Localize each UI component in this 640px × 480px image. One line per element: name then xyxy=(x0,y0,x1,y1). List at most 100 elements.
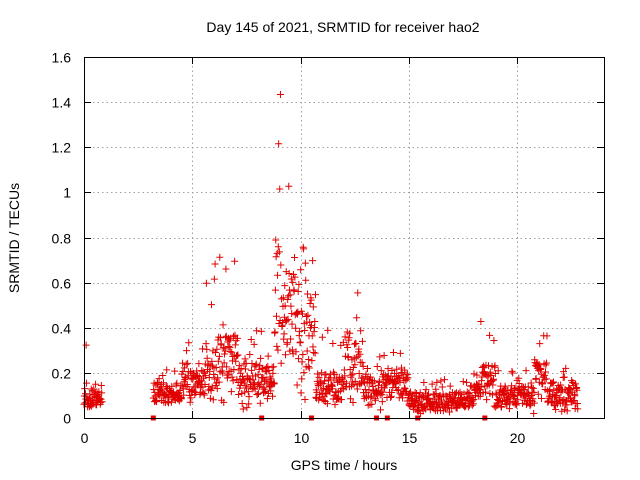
data-point xyxy=(220,359,228,367)
data-point xyxy=(323,400,331,408)
data-point xyxy=(192,373,200,381)
data-point xyxy=(422,386,430,394)
data-point xyxy=(82,341,90,349)
data-point xyxy=(219,369,227,377)
data-point xyxy=(562,364,570,372)
data-point xyxy=(298,358,306,366)
data-point xyxy=(536,340,544,348)
data-point xyxy=(395,386,403,394)
data-point xyxy=(243,384,251,392)
data-point xyxy=(97,382,105,390)
data-point xyxy=(483,380,491,388)
data-point xyxy=(435,392,443,400)
data-point xyxy=(551,393,559,401)
data-point xyxy=(283,339,291,347)
data-point xyxy=(548,380,556,388)
data-point xyxy=(283,316,291,324)
data-point xyxy=(384,365,392,373)
data-point xyxy=(542,368,550,376)
data-point xyxy=(403,375,411,383)
data-point xyxy=(401,366,409,374)
data-point xyxy=(346,329,354,337)
data-point xyxy=(508,367,516,375)
data-point xyxy=(205,373,213,381)
data-point xyxy=(186,398,194,406)
data-point xyxy=(378,398,386,406)
data-point xyxy=(543,332,551,340)
data-point xyxy=(340,366,348,374)
data-point xyxy=(159,379,167,387)
data-point xyxy=(267,387,275,395)
data-point xyxy=(238,390,246,398)
data-point xyxy=(486,331,494,339)
data-point xyxy=(432,399,440,407)
data-point xyxy=(433,378,441,386)
chart-title: Day 145 of 2021, SRMTID for receiver hao… xyxy=(206,19,479,35)
data-point xyxy=(300,245,308,253)
data-point xyxy=(431,399,439,407)
data-point xyxy=(310,349,318,357)
data-point xyxy=(349,399,357,407)
data-point xyxy=(552,391,560,399)
data-point xyxy=(306,300,314,308)
data-point xyxy=(351,361,359,369)
data-point xyxy=(239,405,247,413)
data-point xyxy=(272,312,280,320)
data-point xyxy=(213,385,221,393)
data-point xyxy=(264,352,272,360)
data-point xyxy=(225,343,233,351)
data-point xyxy=(539,380,547,388)
data-point xyxy=(344,353,352,361)
data-point xyxy=(534,390,542,398)
data-point xyxy=(299,350,307,358)
data-point xyxy=(185,339,193,347)
data-point xyxy=(527,400,535,408)
data-point xyxy=(371,396,379,404)
data-point xyxy=(259,389,267,397)
y-tick-label: 1.6 xyxy=(52,50,72,66)
data-point xyxy=(309,257,317,265)
data-point xyxy=(422,405,430,413)
data-point xyxy=(314,370,322,378)
data-point xyxy=(311,318,319,326)
data-point xyxy=(187,394,195,402)
data-point xyxy=(287,275,295,283)
data-point xyxy=(477,317,485,325)
data-point xyxy=(446,408,454,416)
data-point xyxy=(522,367,530,375)
data-point xyxy=(428,380,436,388)
data-point xyxy=(477,383,485,391)
data-point xyxy=(246,351,254,359)
data-point xyxy=(285,269,293,277)
data-point xyxy=(278,295,286,303)
data-point xyxy=(354,289,362,297)
data-point xyxy=(204,360,212,368)
data-point xyxy=(291,273,299,281)
data-point xyxy=(546,386,554,394)
data-point xyxy=(353,385,361,393)
data-point xyxy=(180,364,188,372)
data-point xyxy=(207,301,215,309)
data-point xyxy=(296,327,304,335)
x-tick-label: 10 xyxy=(294,430,310,446)
data-point xyxy=(250,384,258,392)
data-point xyxy=(353,314,361,322)
data-point xyxy=(276,90,284,98)
data-point xyxy=(497,403,505,411)
data-point xyxy=(188,387,196,395)
data-point xyxy=(276,185,284,193)
data-point xyxy=(530,409,538,417)
y-tick-label: 0.4 xyxy=(52,321,72,337)
data-point xyxy=(206,367,214,375)
data-point xyxy=(280,330,288,338)
data-point xyxy=(268,363,276,371)
data-point xyxy=(230,332,238,340)
data-point xyxy=(470,395,478,403)
data-point xyxy=(208,383,216,391)
data-point xyxy=(211,349,219,357)
data-point xyxy=(211,260,219,268)
data-point xyxy=(309,343,317,351)
data-point xyxy=(273,342,281,350)
data-point xyxy=(393,386,401,394)
